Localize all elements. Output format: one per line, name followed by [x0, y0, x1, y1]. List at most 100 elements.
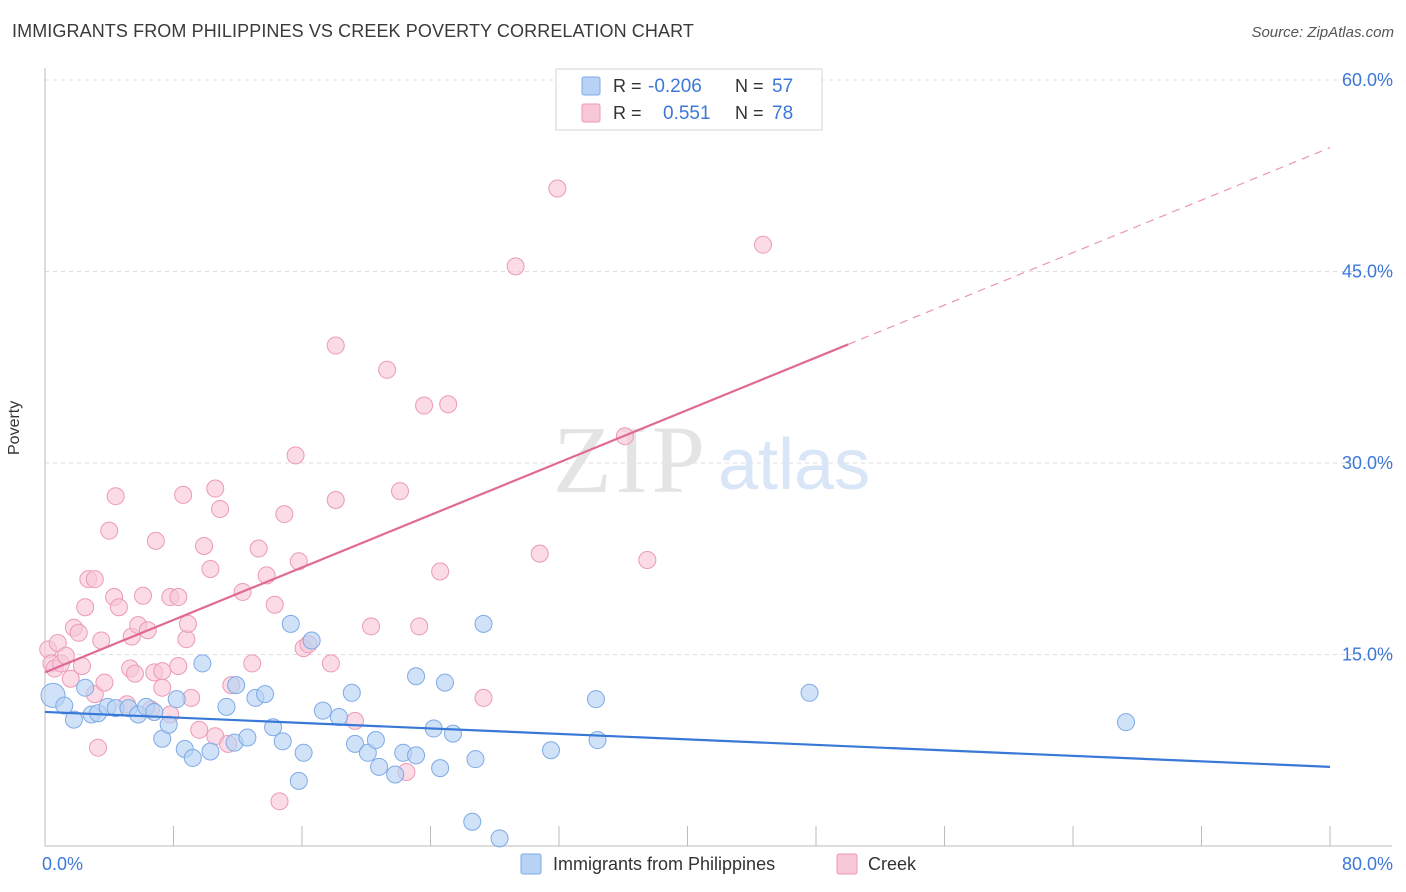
creek-point	[548, 179, 567, 198]
philippines-point	[201, 742, 220, 761]
legend-label-creek: Creek	[868, 854, 917, 874]
creek-trend-line	[44, 343, 849, 674]
trend-lines	[44, 147, 1331, 768]
philippines-point	[281, 614, 300, 633]
legend-r-label: R =	[613, 103, 642, 123]
creek-point	[95, 673, 114, 692]
legend-n-value: 78	[772, 103, 793, 124]
x-tick-label: 80.0%	[1342, 854, 1393, 874]
creek-point	[201, 559, 220, 578]
philippines-point	[217, 697, 236, 716]
philippines-point	[588, 731, 607, 750]
creek-trend-extension	[847, 147, 1331, 345]
legend-swatch-pink	[581, 103, 601, 123]
philippines-point	[227, 676, 246, 695]
philippines-point	[313, 701, 332, 720]
chart-title: IMMIGRANTS FROM PHILIPPINES VS CREEK POV…	[12, 21, 694, 41]
creek-point	[125, 664, 144, 683]
creek-point	[109, 598, 128, 617]
philippines-point	[329, 708, 348, 727]
philippines-point	[358, 743, 377, 762]
creek-point	[410, 617, 429, 636]
legend-swatch-pink	[836, 853, 858, 875]
philippines-point	[256, 685, 275, 704]
creek-point	[530, 544, 549, 563]
creek-point	[85, 570, 104, 589]
philippines-point	[490, 829, 509, 848]
philippines-point	[342, 683, 361, 702]
creek-point	[178, 614, 197, 633]
watermark-atlas: atlas	[718, 425, 870, 505]
creek-point	[321, 654, 340, 673]
creek-point	[195, 536, 214, 555]
philippines-point	[55, 696, 74, 715]
creek-point	[753, 235, 772, 254]
philippines-point	[541, 741, 560, 760]
y-tick-label: 30.0%	[1342, 453, 1393, 473]
philippines-point	[294, 743, 313, 762]
philippines-point	[466, 750, 485, 769]
legend-r-value: 0.551	[663, 103, 711, 124]
philippines-point	[167, 690, 186, 709]
y-tick-label: 45.0%	[1342, 262, 1393, 282]
creek-point	[106, 487, 125, 506]
watermark-zip: ZIP	[553, 406, 709, 513]
creek-point	[439, 395, 458, 414]
philippines-point	[273, 732, 292, 751]
creek-point	[76, 598, 95, 617]
creek-point	[146, 531, 165, 550]
legend-n-label: N =	[735, 76, 764, 96]
x-tick-label: 0.0%	[42, 854, 83, 874]
philippines-point	[474, 614, 493, 633]
creek-point	[362, 617, 381, 636]
creek-point	[474, 688, 493, 707]
creek-point	[249, 539, 268, 558]
creek-point	[378, 360, 397, 379]
creek-point	[89, 738, 108, 757]
creek-point	[346, 711, 365, 730]
legend-r-label: R =	[613, 76, 642, 96]
chart-source: Source: ZipAtlas.com	[1251, 24, 1394, 41]
philippines-point	[586, 690, 605, 709]
creek-point	[174, 485, 193, 504]
y-tick-labels: 15.0% 30.0% 45.0% 60.0%	[1342, 70, 1393, 665]
philippines-point	[159, 715, 178, 734]
philippines-point	[302, 631, 321, 650]
series-legend: Immigrants from Philippines Creek	[520, 853, 917, 875]
legend-swatch-blue	[581, 76, 601, 96]
axes	[44, 68, 1392, 847]
philippines-point	[386, 765, 405, 784]
philippines-points	[40, 614, 1136, 848]
x-tick-labels: 0.0% 80.0%	[42, 854, 1393, 874]
philippines-point	[264, 718, 283, 737]
philippines-point	[407, 667, 426, 686]
legend-n-label: N =	[735, 103, 764, 123]
philippines-trend-line	[44, 710, 1331, 768]
creek-point	[133, 586, 152, 605]
philippines-point	[370, 757, 389, 776]
creek-points	[39, 179, 772, 811]
philippines-point	[76, 678, 95, 697]
legend-swatch-blue	[520, 853, 542, 875]
creek-point	[69, 623, 88, 642]
creek-point	[431, 562, 450, 581]
philippines-point	[64, 710, 83, 729]
creek-point	[61, 669, 80, 688]
creek-point	[275, 505, 294, 524]
philippines-point	[463, 812, 482, 831]
philippines-point	[238, 728, 257, 747]
legend-r-value: -0.206	[648, 76, 702, 97]
philippines-point	[431, 759, 450, 778]
creek-point	[153, 662, 172, 681]
correlation-legend: R = -0.206 N = 57 R = 0.551 N = 78	[555, 68, 823, 131]
creek-point	[638, 551, 657, 570]
creek-point	[265, 595, 284, 614]
creek-point	[100, 521, 119, 540]
creek-point	[153, 678, 172, 697]
gridlines	[45, 79, 1392, 655]
creek-point	[326, 336, 345, 355]
y-tick-label: 15.0%	[1342, 645, 1393, 665]
creek-point	[506, 257, 525, 276]
creek-point	[190, 720, 209, 739]
